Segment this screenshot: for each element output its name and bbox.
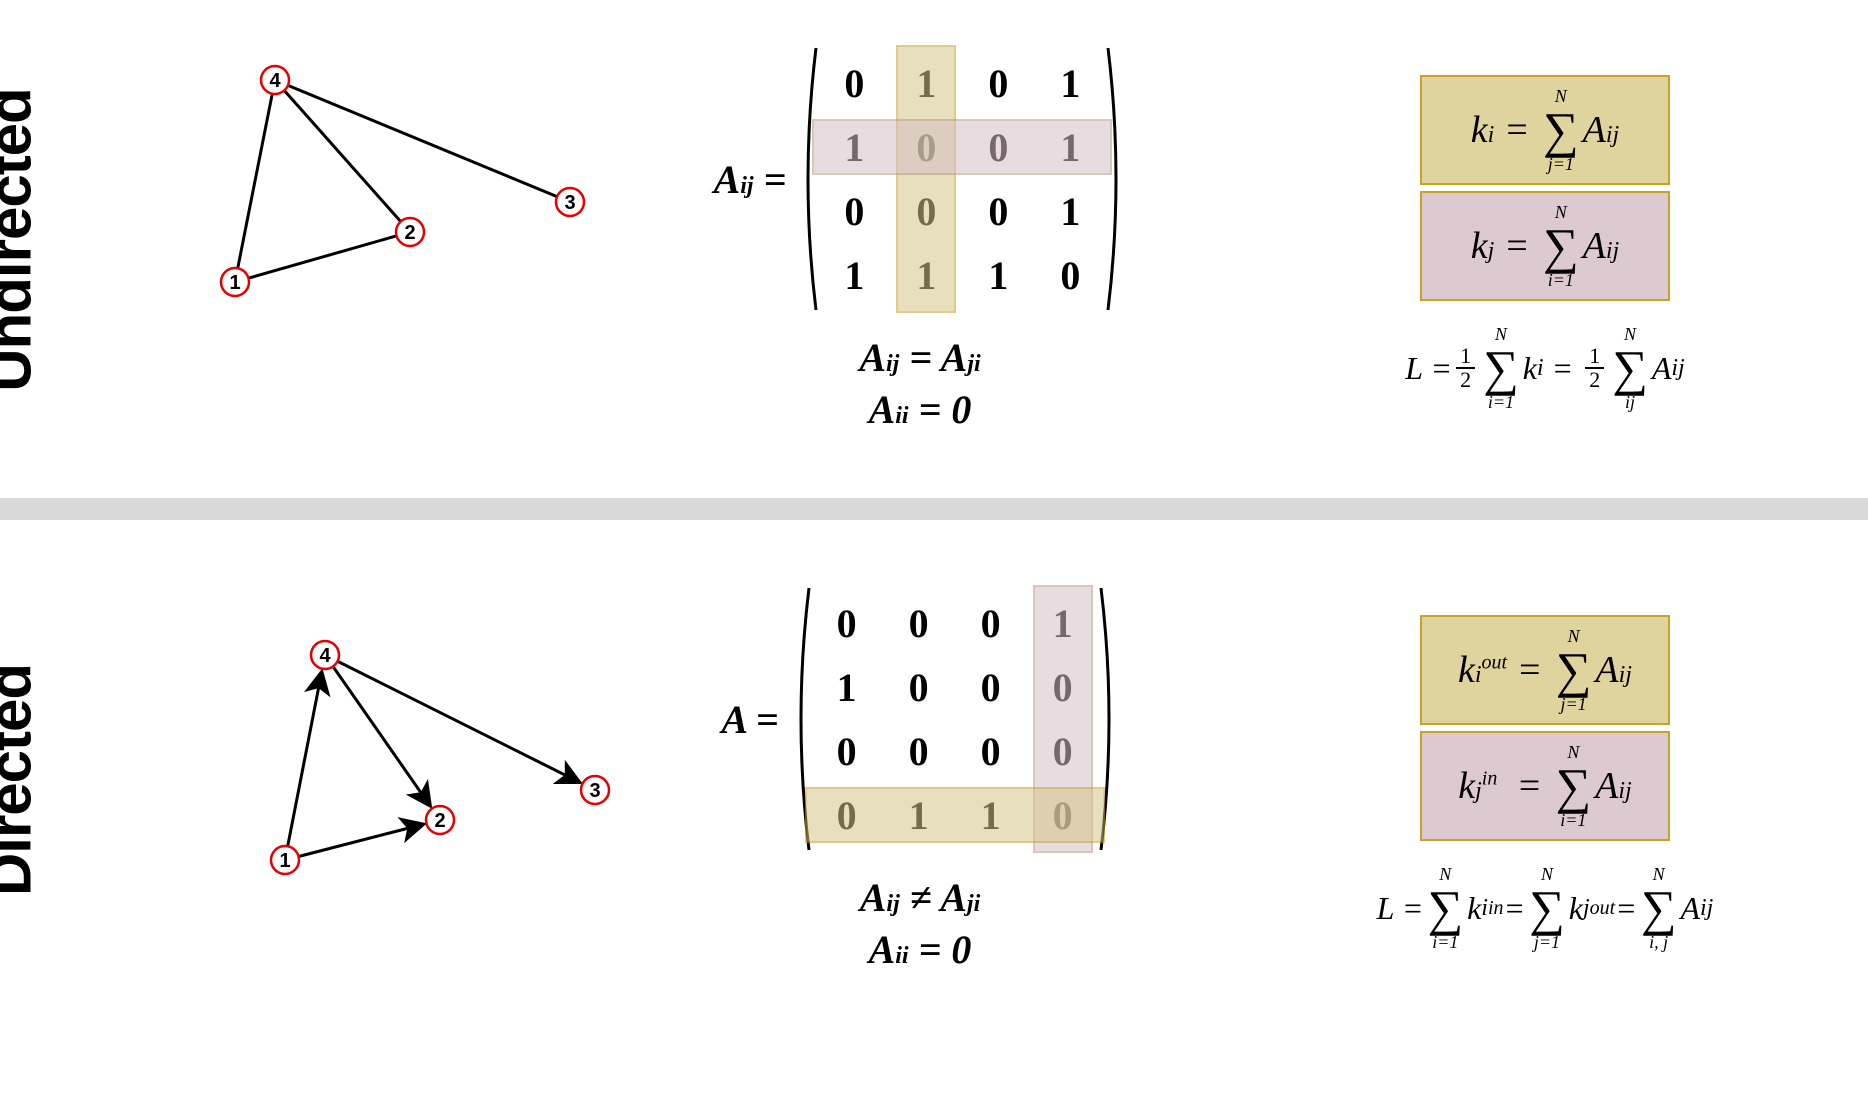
matrix-cell: 1	[818, 243, 890, 307]
undirected-matrix: Aij = 0101100100011110	[714, 44, 1127, 314]
matrix-cell: 0	[955, 655, 1027, 719]
matrix-cell: 0	[818, 51, 890, 115]
matrix-label-undirected: Aij =	[714, 156, 787, 203]
directed-section: Directed 1 2 3 4 A = 0001100000000110 Aij ≠…	[0, 500, 1868, 1060]
undirected-label: Undirected	[0, 88, 45, 391]
matrix-highlight	[896, 45, 956, 313]
graph-edge	[338, 661, 579, 782]
undirected-matrix-col: Aij = 0101100100011110 Aij = AjiAii = 0	[640, 0, 1200, 480]
matrix-cell: 0	[811, 719, 883, 783]
matrix-property: Aii = 0	[860, 924, 981, 976]
graph-node-label: 4	[319, 645, 331, 667]
matrix-cell: 0	[811, 591, 883, 655]
matrix-cell: 0	[962, 51, 1034, 115]
undirected-properties: Aij = AjiAii = 0	[859, 332, 980, 436]
graph-node-label: 2	[404, 222, 415, 244]
degree-formula-box: kj = N∑i=1Aij	[1420, 191, 1670, 301]
matrix-cell: 0	[1034, 243, 1106, 307]
graph-edge	[299, 824, 423, 856]
undirected-graph: 1 2 3 4	[120, 0, 640, 480]
directed-graph: 1 2 3 4	[120, 500, 640, 1060]
graph-edge	[284, 90, 400, 221]
matrix-table: 0101100100011110	[818, 51, 1106, 307]
matrix-property: Aij ≠ Aji	[860, 872, 981, 924]
directed-L-formula: L = N∑i=1kiin = N∑j=1kjout = N∑i, jAij	[1377, 865, 1714, 951]
graph-node-label: 3	[564, 192, 575, 214]
matrix-property: Aij = Aji	[859, 332, 980, 384]
matrix-cell: 0	[955, 591, 1027, 655]
graph-edge	[238, 94, 273, 269]
undirected-graph-svg: 1 2 3 4	[120, 0, 640, 380]
graph-node-label: 1	[279, 850, 290, 872]
graph-node-label: 3	[589, 780, 600, 802]
matrix-cell: 0	[818, 179, 890, 243]
matrix-cell: 1	[1034, 51, 1106, 115]
degree-formula-box: kjin = N∑i=1Aij	[1420, 731, 1670, 841]
matrix-cell: 1	[811, 655, 883, 719]
directed-matrix-col: A = 0001100000000110 Aij ≠ AjiAii = 0	[640, 500, 1200, 1060]
graph-node-label: 2	[434, 810, 445, 832]
matrix-property: Aii = 0	[859, 384, 980, 436]
graph-node-label: 1	[229, 272, 240, 294]
matrix-label-directed: A =	[721, 696, 778, 743]
matrix-cell: 0	[883, 591, 955, 655]
graph-edge	[288, 673, 322, 847]
matrix-highlight	[812, 119, 1112, 175]
directed-formulas: kiout = N∑j=1Aijkjin = N∑i=1Aij L = N∑i=…	[1260, 500, 1830, 1060]
graph-edge	[333, 666, 430, 805]
graph-node-label: 4	[269, 70, 281, 92]
lparen-icon	[798, 44, 818, 314]
degree-formula-box: ki = N∑j=1Aij	[1420, 75, 1670, 185]
directed-properties: Aij ≠ AjiAii = 0	[860, 872, 981, 976]
directed-matrix: A = 0001100000000110	[721, 584, 1118, 854]
degree-formula-box: kiout = N∑j=1Aij	[1420, 615, 1670, 725]
directed-graph-svg: 1 2 3 4	[120, 500, 640, 940]
undirected-section: Undirected 1 2 3 4 Aij = 0101100100011110 A…	[0, 0, 1868, 480]
graph-edge	[248, 236, 396, 278]
matrix-cell: 1	[962, 243, 1034, 307]
matrix-cell: 0	[883, 655, 955, 719]
matrix-highlight	[805, 787, 1105, 843]
directed-label: Directed	[0, 664, 45, 896]
undirected-formulas: ki = N∑j=1Aijkj = N∑i=1Aij L = 12N∑i=1ki…	[1260, 0, 1830, 480]
rparen-icon	[1106, 44, 1126, 314]
matrix-cell: 0	[955, 719, 1027, 783]
matrix-cell: 0	[883, 719, 955, 783]
matrix-cell: 0	[962, 179, 1034, 243]
matrix-cell: 1	[1034, 179, 1106, 243]
undirected-L-formula: L = 12N∑i=1ki = 12N∑ijAij	[1405, 325, 1684, 411]
